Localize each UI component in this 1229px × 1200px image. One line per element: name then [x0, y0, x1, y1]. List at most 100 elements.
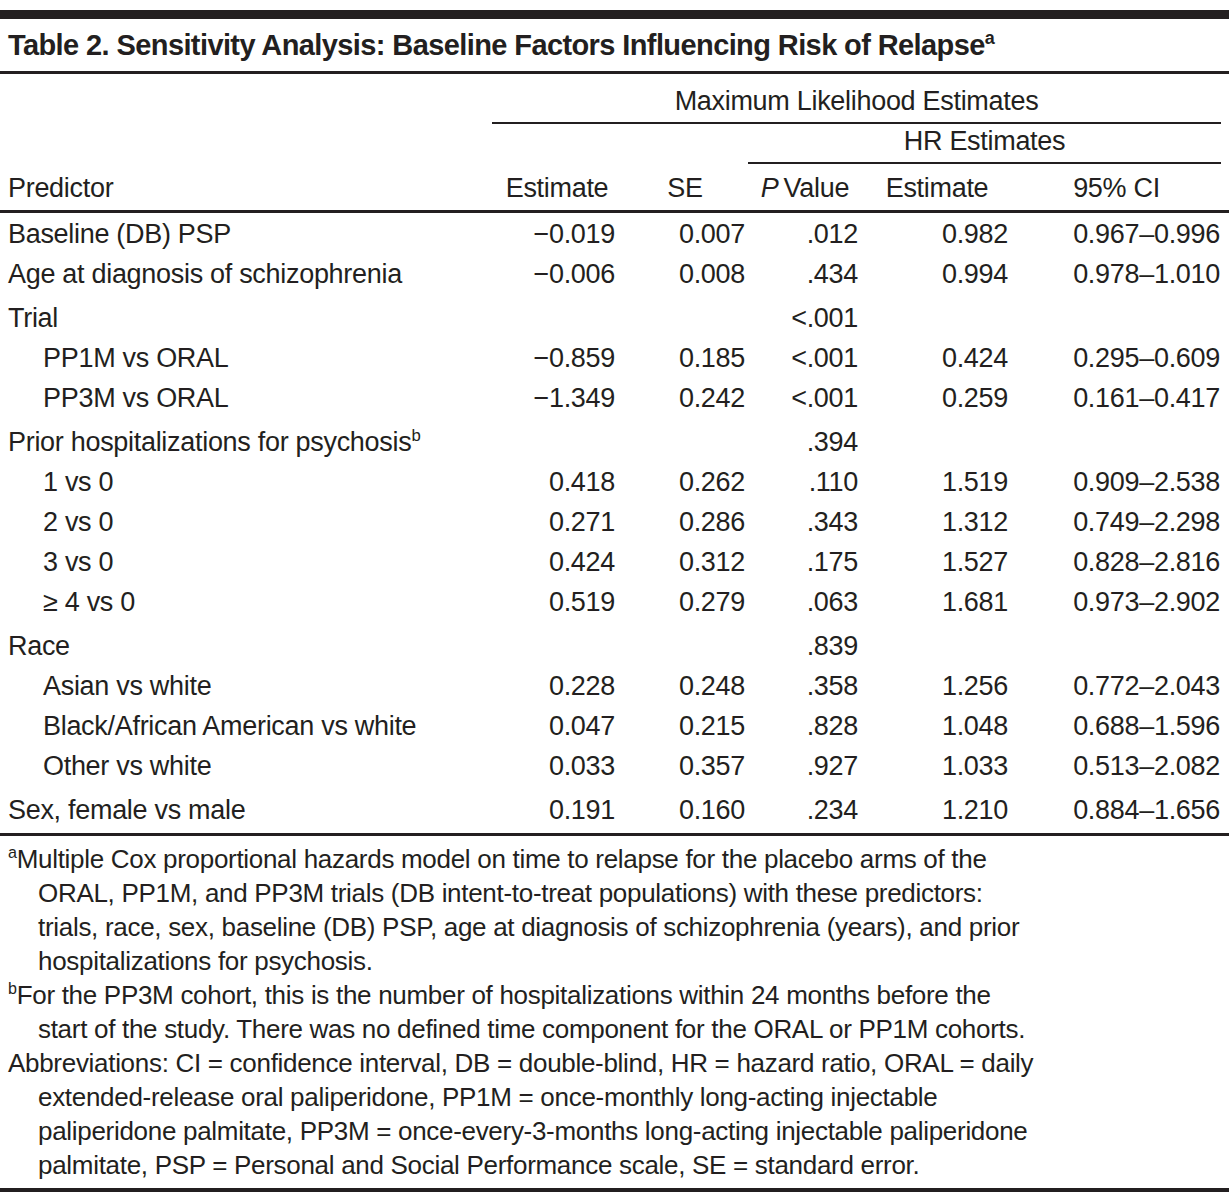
table-row: PP3M vs ORAL−1.3490.242<.0010.2590.161–0… [8, 378, 1221, 418]
row-value: −0.859 [492, 338, 622, 378]
row-label: Race [8, 626, 492, 666]
row-label: 3 vs 0 [8, 542, 492, 582]
row-value [492, 422, 622, 462]
row-value: 0.688–1.596 [1012, 706, 1221, 746]
row-label: Age at diagnosis of schizophrenia [8, 254, 492, 294]
row-value: 1.312 [862, 502, 1012, 542]
table-row: Prior hospitalizations for psychosisb .39… [8, 422, 1221, 462]
paper-table-figure: Table 2. Sensitivity Analysis: Baseline … [0, 0, 1229, 1200]
row-value: 0.271 [492, 502, 622, 542]
table-row: ≥ 4 vs 00.5190.279.0631.6810.973–2.902 [8, 582, 1221, 622]
row-value: 0.161–0.417 [1012, 378, 1221, 418]
row-label: Trial [8, 298, 492, 338]
row-value: 1.681 [862, 582, 1012, 622]
spanner-row-hr-estimates: HR Estimates [8, 124, 1221, 164]
row-value: 0.007 [622, 214, 748, 254]
footnote-line: start of the study. There was no defined… [8, 1012, 1221, 1046]
row-value: −0.019 [492, 214, 622, 254]
row-value: 0.259 [862, 378, 1012, 418]
spanner-row-maximum-likelihood: Maximum Likelihood Estimates [8, 74, 1221, 124]
row-value: 0.978–1.010 [1012, 254, 1221, 294]
footnote-line: extended-release oral paliperidone, PP1M… [8, 1080, 1221, 1114]
table-row: Race .839 [8, 626, 1221, 666]
row-value [1012, 298, 1221, 338]
footnote-superscript: b [8, 979, 17, 997]
row-label: PP3M vs ORAL [8, 378, 492, 418]
row-label: Prior hospitalizations for psychosisb [8, 422, 492, 462]
row-value [862, 298, 1012, 338]
row-label: 2 vs 0 [8, 502, 492, 542]
spanner-hr-estimates-label: HR Estimates [904, 126, 1065, 157]
table-row: Asian vs white0.2280.248.3581.2560.772–2… [8, 666, 1221, 706]
column-header-p-value: PValue [748, 164, 862, 210]
footnote-line: trials, race, sex, baseline (DB) PSP, ag… [8, 910, 1221, 944]
row-value: .839 [748, 626, 862, 666]
column-header-se: SE [622, 164, 748, 210]
footnote-superscript: a [8, 843, 17, 861]
row-value: 0.262 [622, 462, 748, 502]
row-value: 0.286 [622, 502, 748, 542]
row-value: 0.033 [492, 746, 622, 786]
row-value [862, 626, 1012, 666]
row-value: 0.772–2.043 [1012, 666, 1221, 706]
table-row: Baseline (DB) PSP−0.0190.007.0120.9820.9… [8, 214, 1221, 254]
row-value: .394 [748, 422, 862, 462]
table-header: Maximum Likelihood Estimates HR Estimate… [8, 74, 1221, 210]
spanner-maximum-likelihood-label: Maximum Likelihood Estimates [675, 86, 1039, 117]
table-body: Baseline (DB) PSP−0.0190.007.0120.9820.9… [8, 213, 1221, 833]
row-value [622, 298, 748, 338]
row-value: .234 [748, 790, 862, 830]
row-value: 0.357 [622, 746, 748, 786]
row-value: 0.982 [862, 214, 1012, 254]
table-title-superscript: a [985, 28, 995, 48]
column-header-predictor: Predictor [8, 164, 492, 210]
row-value: 0.295–0.609 [1012, 338, 1221, 378]
row-value: .175 [748, 542, 862, 582]
row-value: −1.349 [492, 378, 622, 418]
row-value: 1.048 [862, 706, 1012, 746]
footnote-line: palmitate, PSP = Personal and Social Per… [8, 1148, 1221, 1182]
row-value: 0.994 [862, 254, 1012, 294]
row-value: 0.242 [622, 378, 748, 418]
row-value [622, 422, 748, 462]
table-row: Sex, female vs male0.1910.160.2341.2100.… [8, 790, 1221, 830]
row-value: .358 [748, 666, 862, 706]
column-header-row: Predictor Estimate SE PValue Estimate 95… [8, 164, 1221, 210]
row-value: <.001 [748, 338, 862, 378]
row-value: <.001 [748, 298, 862, 338]
column-header-ci: 95% CI [1012, 164, 1221, 210]
row-label-superscript: b [411, 426, 420, 445]
table-row: 2 vs 00.2710.286.3431.3120.749–2.298 [8, 502, 1221, 542]
row-value: 0.884–1.656 [1012, 790, 1221, 830]
row-value: <.001 [748, 378, 862, 418]
row-value: 1.256 [862, 666, 1012, 706]
top-rule [0, 10, 1229, 19]
row-value: 0.519 [492, 582, 622, 622]
row-label: Baseline (DB) PSP [8, 214, 492, 254]
row-value: 1.210 [862, 790, 1012, 830]
bottom-rule [0, 1188, 1229, 1192]
footnote-line: aMultiple Cox proportional hazards model… [8, 842, 1221, 876]
row-label: PP1M vs ORAL [8, 338, 492, 378]
row-value: 0.973–2.902 [1012, 582, 1221, 622]
row-value: 0.513–2.082 [1012, 746, 1221, 786]
row-label: Other vs white [8, 746, 492, 786]
footnote-line: Abbreviations: CI = confidence interval,… [8, 1046, 1221, 1080]
row-value: 0.749–2.298 [1012, 502, 1221, 542]
table-row: PP1M vs ORAL−0.8590.185<.0010.4240.295–0… [8, 338, 1221, 378]
row-value [1012, 626, 1221, 666]
row-value: .828 [748, 706, 862, 746]
row-value: 1.519 [862, 462, 1012, 502]
table-title-text: Table 2. Sensitivity Analysis: Baseline … [8, 29, 985, 61]
row-value: 0.047 [492, 706, 622, 746]
row-value: 0.191 [492, 790, 622, 830]
column-header-p-italic: P [761, 173, 779, 204]
table-row: Other vs white0.0330.357.9271.0330.513–2… [8, 746, 1221, 786]
table-title: Table 2. Sensitivity Analysis: Baseline … [8, 19, 1221, 71]
column-header-p-rest: Value [784, 173, 850, 204]
table-row: 3 vs 00.4240.312.1751.5270.828–2.816 [8, 542, 1221, 582]
row-value [492, 298, 622, 338]
row-value: 0.215 [622, 706, 748, 746]
footnote-line: hospitalizations for psychosis. [8, 944, 1221, 978]
row-value [622, 626, 748, 666]
